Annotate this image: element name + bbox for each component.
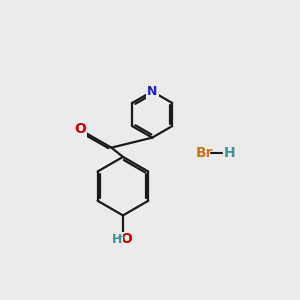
Text: H: H (224, 146, 236, 160)
Text: O: O (74, 122, 86, 136)
Text: H: H (112, 233, 122, 246)
Text: Br: Br (196, 146, 214, 160)
Text: −: − (117, 232, 125, 242)
Text: O: O (120, 232, 132, 246)
Text: N: N (147, 85, 158, 98)
